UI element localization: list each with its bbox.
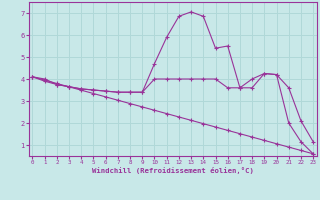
X-axis label: Windchill (Refroidissement éolien,°C): Windchill (Refroidissement éolien,°C) — [92, 167, 254, 174]
